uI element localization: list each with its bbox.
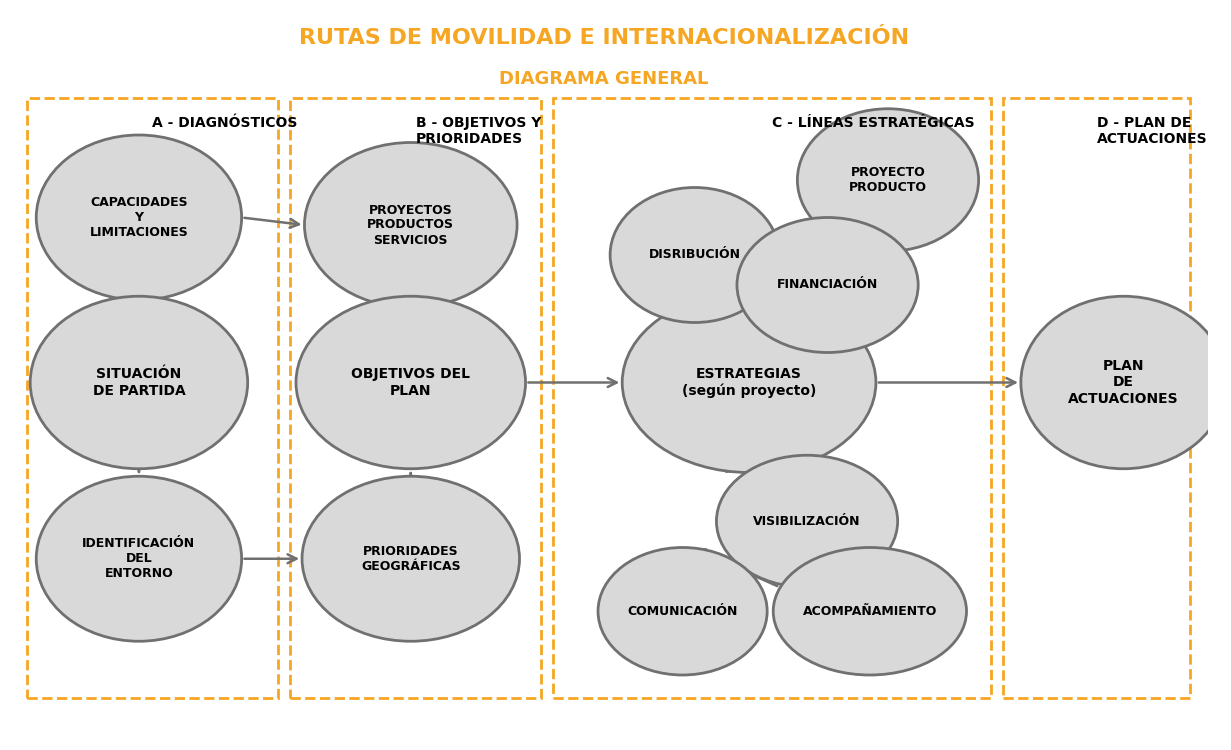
Ellipse shape [302, 476, 519, 641]
Ellipse shape [304, 142, 517, 308]
Text: B - OBJETIVOS Y
PRIORIDADES: B - OBJETIVOS Y PRIORIDADES [416, 116, 540, 146]
Text: CAPACIDADES
Y
LIMITACIONES: CAPACIDADES Y LIMITACIONES [90, 196, 188, 239]
Text: DIAGRAMA GENERAL: DIAGRAMA GENERAL [500, 70, 709, 88]
Text: PROYECTO
PRODUCTO: PROYECTO PRODUCTO [849, 166, 927, 194]
Ellipse shape [737, 217, 918, 352]
Text: ACOMPAÑAMIENTO: ACOMPAÑAMIENTO [803, 604, 937, 618]
Ellipse shape [598, 548, 767, 675]
Ellipse shape [36, 476, 241, 641]
Text: RUTAS DE MOVILIDAD E INTERNACIONALIZACIÓN: RUTAS DE MOVILIDAD E INTERNACIONALIZACIÓ… [299, 28, 910, 47]
Bar [291, 98, 542, 698]
Ellipse shape [611, 188, 779, 322]
Text: IDENTIFICACIÓN
DEL
ENTORNO: IDENTIFICACIÓN DEL ENTORNO [82, 537, 196, 580]
Ellipse shape [36, 135, 241, 300]
Text: C - LÍNEAS ESTRATÉGICAS: C - LÍNEAS ESTRATÉGICAS [772, 116, 975, 130]
Text: VISIBILIZACIÓN: VISIBILIZACIÓN [753, 514, 860, 528]
Ellipse shape [773, 548, 966, 675]
Text: PRIORIDADES
GEOGRÁFICAS: PRIORIDADES GEOGRÁFICAS [361, 544, 460, 573]
Text: SITUACIÓN
DE PARTIDA: SITUACIÓN DE PARTIDA [92, 368, 186, 398]
Text: OBJETIVOS DEL
PLAN: OBJETIVOS DEL PLAN [351, 368, 470, 398]
Ellipse shape [798, 109, 979, 251]
Ellipse shape [1020, 296, 1226, 469]
Text: COMUNICACIÓN: COMUNICACIÓN [628, 604, 737, 618]
Text: PROYECTOS
PRODUCTOS
SERVICIOS: PROYECTOS PRODUCTOS SERVICIOS [367, 203, 454, 247]
Ellipse shape [295, 296, 526, 469]
Ellipse shape [716, 455, 897, 587]
Text: D - PLAN DE
ACTUACIONES: D - PLAN DE ACTUACIONES [1097, 116, 1208, 146]
Bar [27, 98, 278, 698]
Text: ESTRATEGIAS
(según proyecto): ESTRATEGIAS (según proyecto) [682, 367, 816, 398]
Text: A - DIAGNÓSTICOS: A - DIAGNÓSTICOS [153, 116, 298, 130]
Ellipse shape [31, 296, 247, 469]
Text: FINANCIACIÓN: FINANCIACIÓN [777, 278, 878, 292]
Text: PLAN
DE
ACTUACIONES: PLAN DE ACTUACIONES [1069, 359, 1179, 406]
Text: DISRIBUCIÓN: DISRIBUCIÓN [649, 248, 741, 262]
Ellipse shape [622, 292, 876, 472]
Bar [1003, 98, 1190, 698]
Bar [553, 98, 991, 698]
